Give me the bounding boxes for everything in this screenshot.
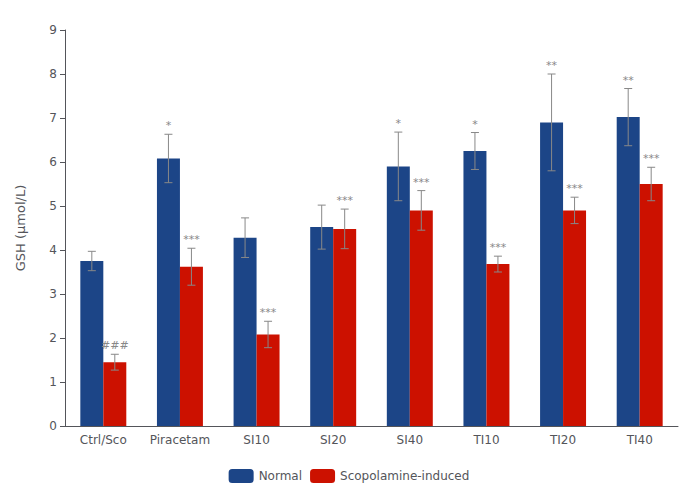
svg-text:0: 0 <box>49 419 57 433</box>
svg-text:Ctrl/Sco: Ctrl/Sco <box>80 433 127 447</box>
svg-text:***: *** <box>413 176 430 189</box>
svg-text:**: ** <box>546 59 558 72</box>
svg-text:TI20: TI20 <box>549 433 576 447</box>
svg-text:TI40: TI40 <box>626 433 653 447</box>
svg-text:***: *** <box>643 152 660 165</box>
svg-text:***: *** <box>336 194 353 207</box>
svg-text:Normal: Normal <box>259 469 302 483</box>
svg-text:Piracetam: Piracetam <box>150 433 210 447</box>
svg-text:3: 3 <box>49 287 57 301</box>
svg-text:9: 9 <box>49 23 57 37</box>
svg-text:8: 8 <box>49 67 57 81</box>
svg-text:*: * <box>396 117 402 130</box>
svg-text:6: 6 <box>49 155 57 169</box>
svg-text:GSH (μmol/L): GSH (μmol/L) <box>13 185 28 272</box>
svg-text:***: *** <box>490 241 507 254</box>
svg-text:TI10: TI10 <box>472 433 499 447</box>
svg-text:4: 4 <box>49 243 57 257</box>
svg-text:5: 5 <box>49 199 57 213</box>
svg-text:###: ### <box>101 339 129 352</box>
svg-text:Scopolamine-induced: Scopolamine-induced <box>340 469 469 483</box>
svg-text:2: 2 <box>49 331 57 345</box>
svg-text:***: *** <box>183 233 200 246</box>
svg-text:***: *** <box>566 182 583 195</box>
svg-text:*: * <box>472 118 478 131</box>
svg-text:SI40: SI40 <box>397 433 423 447</box>
svg-text:1: 1 <box>49 375 57 389</box>
svg-text:7: 7 <box>49 111 57 125</box>
svg-text:SI20: SI20 <box>320 433 346 447</box>
svg-text:***: *** <box>260 306 277 319</box>
svg-text:*: * <box>166 119 172 132</box>
svg-text:SI10: SI10 <box>243 433 269 447</box>
svg-text:**: ** <box>623 74 635 87</box>
